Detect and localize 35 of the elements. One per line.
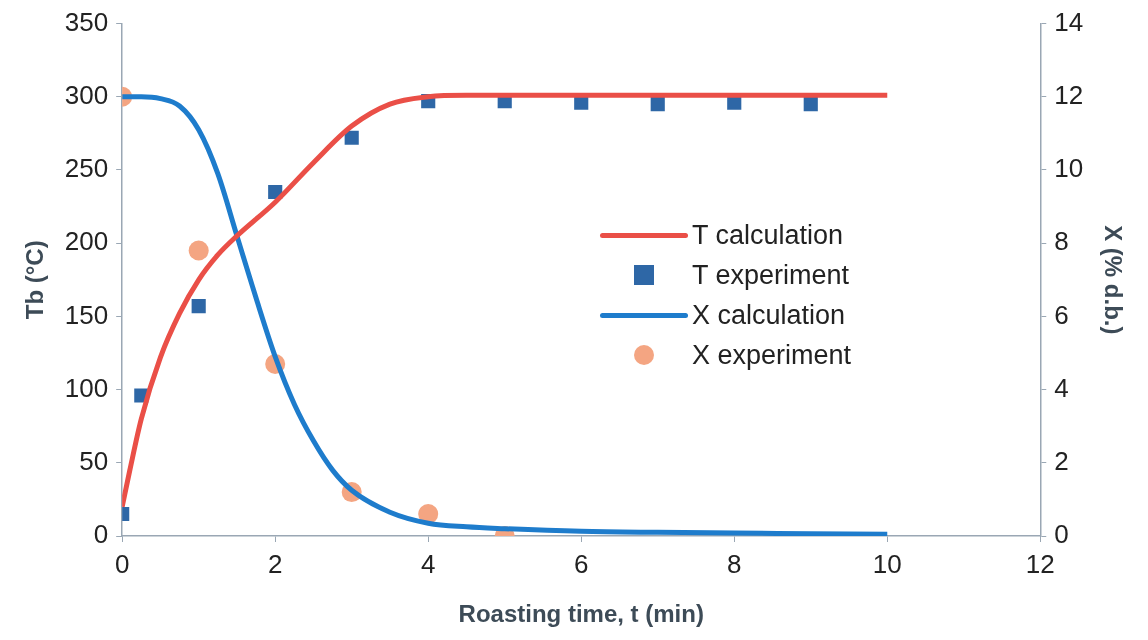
y2-tick-label: 10 (1054, 153, 1084, 184)
y-tick-label: 50 (79, 445, 109, 476)
point (650, 97, 665, 112)
y2-tick-label: 8 (1054, 226, 1069, 257)
x-tick-label: 10 (872, 548, 902, 579)
point (803, 97, 818, 112)
y-tick-label: 300 (64, 79, 109, 110)
y-tick-label: 200 (64, 226, 109, 257)
y2-tick-label: 6 (1054, 299, 1069, 330)
y-tick-label: 0 (93, 519, 109, 550)
y2-axis-title: X (% d.b.) (1099, 225, 1127, 335)
y2-tick-label: 14 (1054, 6, 1084, 37)
y2-tick-label: 0 (1054, 519, 1069, 550)
x-tick-label: 4 (420, 548, 436, 579)
x-axis-title: Roasting time, t (min) (458, 600, 704, 628)
legend-label: T calculation (692, 219, 844, 251)
point (191, 299, 206, 314)
x-tick-label: 2 (267, 548, 283, 579)
y-tick-label: 100 (64, 372, 109, 403)
point (188, 240, 209, 261)
x-tick-label: 12 (1025, 548, 1055, 579)
y2-tick-label: 4 (1054, 372, 1069, 403)
y2-tick-label: 12 (1054, 79, 1084, 110)
y2-tick-label: 2 (1054, 445, 1069, 476)
x-tick-label: 0 (114, 548, 130, 579)
x-tick-label: 8 (727, 548, 742, 579)
point (344, 130, 359, 145)
y-axis-title: Tb (°C) (21, 240, 49, 320)
y-tick-label: 350 (64, 6, 109, 37)
x-tick-label: 6 (574, 548, 589, 579)
y-tick-label: 150 (64, 299, 109, 330)
legend-label: X calculation (692, 299, 846, 331)
y-tick-label: 250 (64, 153, 109, 184)
legend-label: X experiment (692, 339, 852, 371)
legend-label: T experiment (692, 259, 850, 291)
